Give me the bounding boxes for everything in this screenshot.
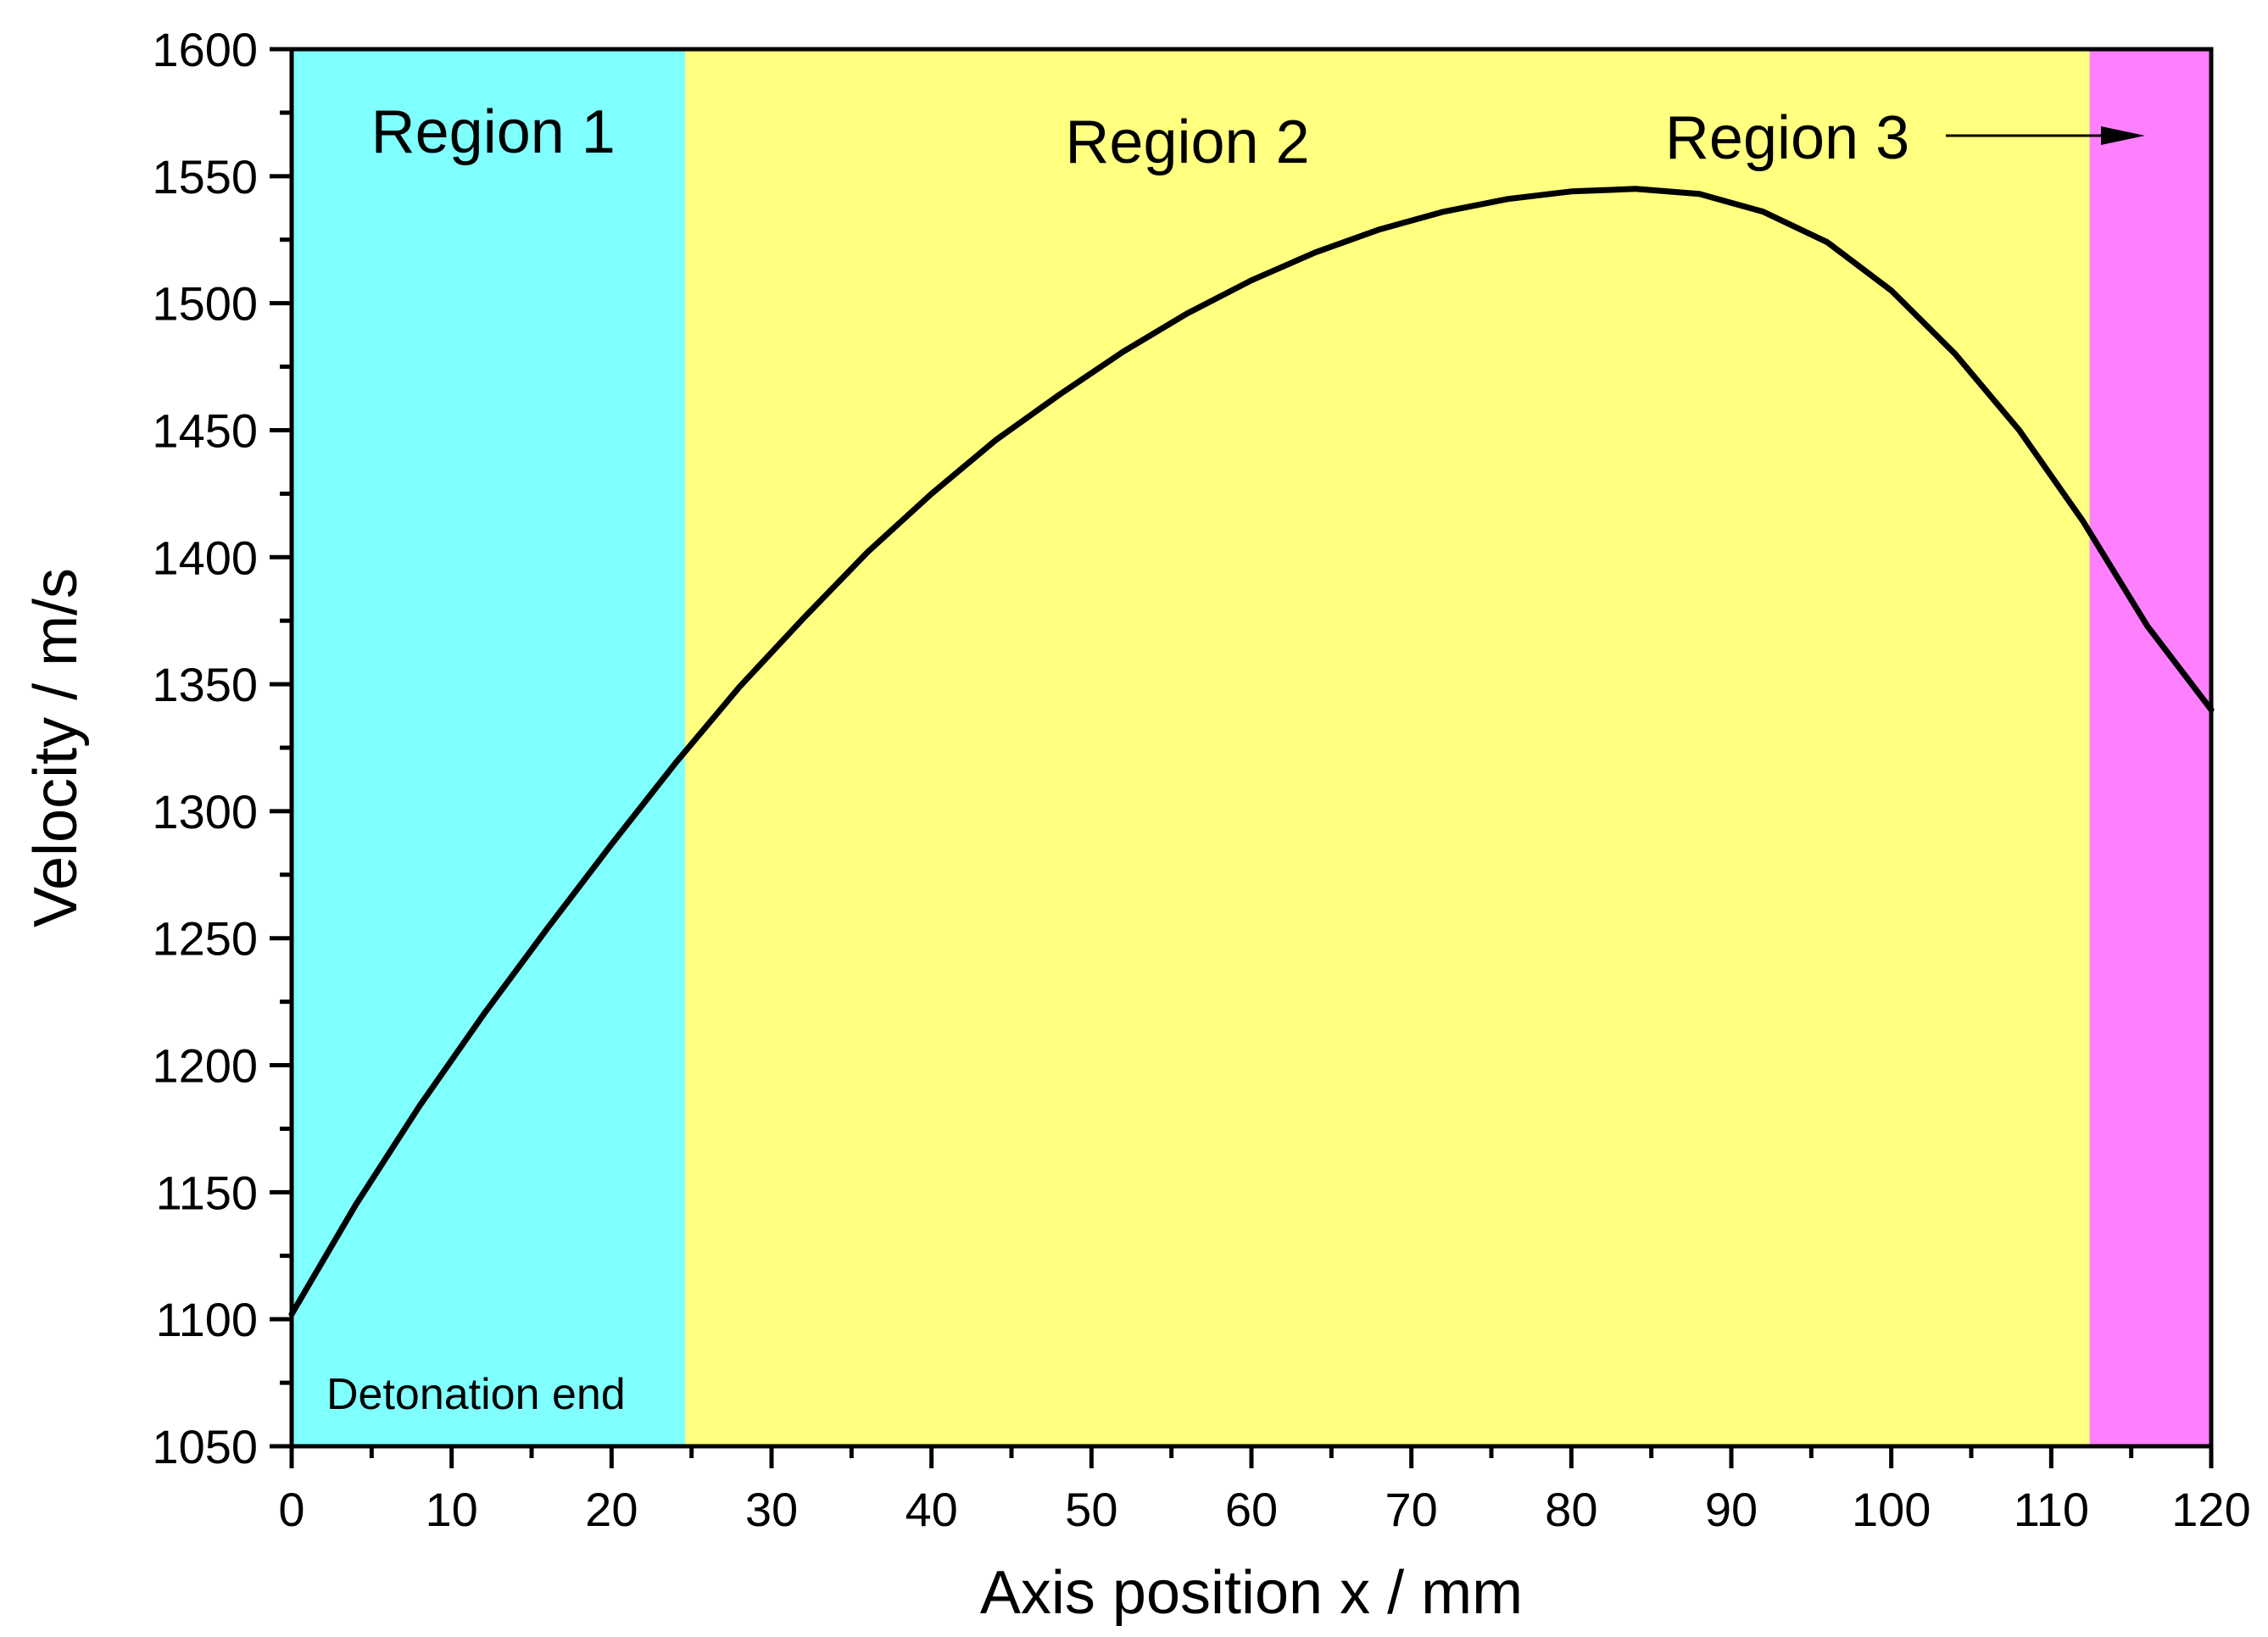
y-tick-label: 1450 xyxy=(152,404,258,457)
x-tick-label: 60 xyxy=(1225,1483,1278,1536)
y-tick-label: 1600 xyxy=(152,23,258,76)
x-tick-label: 0 xyxy=(278,1483,304,1536)
region-band-2 xyxy=(685,49,2090,1446)
y-axis-title: Velocity / m/s xyxy=(22,568,90,927)
y-tick-label: 1100 xyxy=(156,1293,258,1346)
region-band-3 xyxy=(2089,49,2211,1446)
region-3-arrow xyxy=(1946,126,2145,145)
y-tick-label: 1150 xyxy=(156,1166,258,1219)
region-label-3: Region 3 xyxy=(1665,104,1909,172)
y-tick-label: 1300 xyxy=(152,785,258,838)
axis-tick-labels: 0 10 20 30 40 50 60 70 80 90 100 110 120 1050 1100 1150… xyxy=(152,23,2250,1536)
y-tick-label: 1050 xyxy=(152,1420,258,1473)
x-tick-label: 80 xyxy=(1545,1483,1597,1536)
detonation-end-annotation: Detonation end xyxy=(326,1370,626,1419)
region-label-2: Region 2 xyxy=(1065,109,1309,176)
x-tick-label: 10 xyxy=(426,1483,478,1536)
axis-ticks xyxy=(270,47,2214,1468)
x-axis-title: Axis position x / mm xyxy=(980,1559,1523,1627)
region-bands xyxy=(292,49,2211,1446)
region-label-1: Region 1 xyxy=(371,98,616,166)
series-layer xyxy=(288,186,2215,1317)
y-tick-label: 1200 xyxy=(152,1039,258,1093)
series-line-1 xyxy=(288,186,2215,1317)
x-tick-label: 40 xyxy=(906,1483,958,1536)
x-tick-label: 110 xyxy=(2014,1483,2089,1536)
x-tick-label: 70 xyxy=(1385,1483,1438,1536)
y-tick-label: 1350 xyxy=(152,658,258,711)
x-tick-label: 20 xyxy=(585,1483,638,1536)
x-tick-label: 90 xyxy=(1705,1483,1758,1536)
y-tick-label: 1400 xyxy=(152,531,258,584)
x-tick-label: 30 xyxy=(745,1483,798,1536)
region-labels: Region 1 Region 2 Region 3 xyxy=(371,98,1910,176)
y-tick-label: 1550 xyxy=(152,150,258,203)
x-tick-label: 120 xyxy=(2171,1483,2250,1536)
arrow-head-icon xyxy=(2101,126,2145,145)
region-band-1 xyxy=(292,49,686,1446)
x-tick-label: 50 xyxy=(1065,1483,1117,1536)
y-tick-label: 1250 xyxy=(152,912,258,966)
x-tick-label: 100 xyxy=(1852,1483,1931,1536)
y-tick-label: 1500 xyxy=(152,277,258,331)
